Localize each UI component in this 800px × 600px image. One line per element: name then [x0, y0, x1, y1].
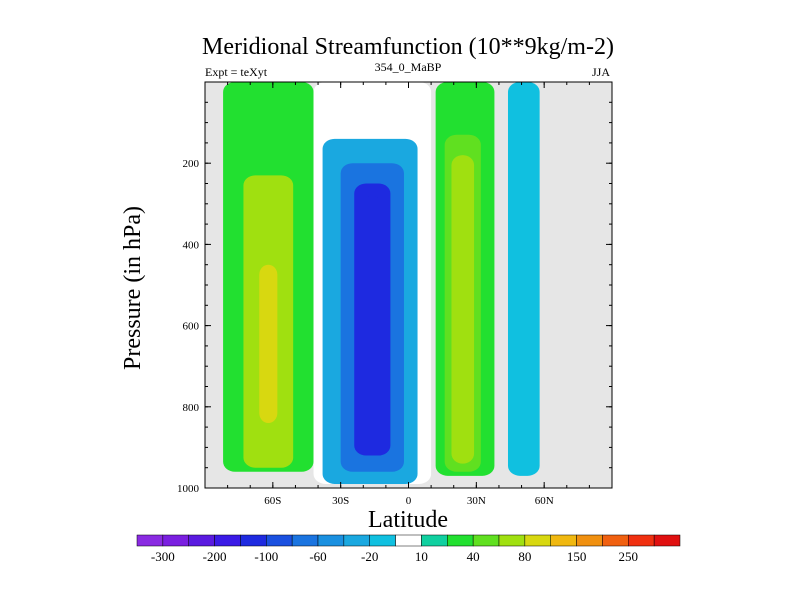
colorbar-box-4	[240, 534, 267, 547]
contour-cell-10	[451, 155, 475, 464]
colorbar-box-3	[214, 534, 241, 547]
colorbar-box-8	[343, 534, 370, 547]
x-axis: 60S 30S 0 30N 60N	[204, 82, 613, 507]
y-tick-label-0: 200	[183, 158, 200, 170]
colorbar-label-9: 250	[619, 549, 639, 564]
colorbar-box-16	[550, 534, 577, 547]
colorbar-box-13	[472, 534, 500, 547]
colorbar-box-5	[266, 534, 293, 547]
colorbar-box-12	[447, 534, 474, 547]
colorbar-label-2: -100	[254, 549, 278, 564]
colorbar-box-20	[653, 534, 681, 547]
colorbar: -300 -200 -100 -60 -20 10 40 80 150 250	[136, 534, 681, 564]
colorbar-label-1: -200	[203, 549, 227, 564]
y-axis-label: Pressure (in hPa)	[120, 206, 146, 370]
y-tick-label-3: 800	[183, 402, 200, 414]
y-tick-label-1: 400	[183, 239, 200, 251]
colorbar-box-15	[524, 534, 551, 547]
colorbar-box-0	[136, 534, 164, 547]
colorbar-box-10	[395, 534, 422, 547]
colorbar-box-18	[602, 534, 629, 547]
contour-cell-2	[259, 264, 278, 424]
colorbar-label-5: 10	[415, 549, 428, 564]
x-axis-label: Latitude	[368, 507, 448, 533]
colorbar-box-6	[291, 534, 319, 547]
colorbar-label-0: -300	[151, 549, 175, 564]
contour-cell-11	[507, 82, 540, 476]
colorbar-box-11	[421, 534, 448, 547]
y-axis: 200 400 600 800 1000	[177, 101, 612, 495]
colorbar-label-6: 40	[467, 549, 480, 564]
x-tick-label-1: 30S	[332, 495, 349, 507]
colorbar-label-3: -60	[309, 549, 326, 564]
subtitle-center: 354_0_MaBP	[375, 60, 442, 74]
colorbar-box-2	[188, 534, 215, 547]
colorbar-box-9	[369, 534, 396, 547]
x-tick-label-0: 60S	[264, 495, 281, 507]
colorbar-box-19	[628, 534, 655, 547]
x-tick-label-4: 60N	[535, 495, 554, 507]
x-tick-label-3: 30N	[467, 495, 486, 507]
colorbar-label-7: 80	[518, 549, 531, 564]
x-tick-label-2: 0	[406, 495, 412, 507]
colorbar-box-17	[576, 534, 603, 547]
chart-title: Meridional Streamfunction (10**9kg/m-2)	[202, 34, 614, 60]
y-tick-label-4: 1000	[177, 483, 200, 495]
y-tick-label-2: 600	[183, 321, 200, 333]
subtitle-left: Expt = teXyt	[205, 65, 268, 79]
subtitle-right: JJA	[592, 65, 610, 79]
plot-area	[204, 81, 613, 489]
colorbar-box-7	[317, 534, 345, 547]
colorbar-label-8: 150	[567, 549, 587, 564]
colorbar-label-4: -20	[361, 549, 378, 564]
contour-cell-7	[363, 195, 382, 428]
colorbar-box-14	[498, 534, 526, 547]
colorbar-box-1	[162, 534, 189, 547]
